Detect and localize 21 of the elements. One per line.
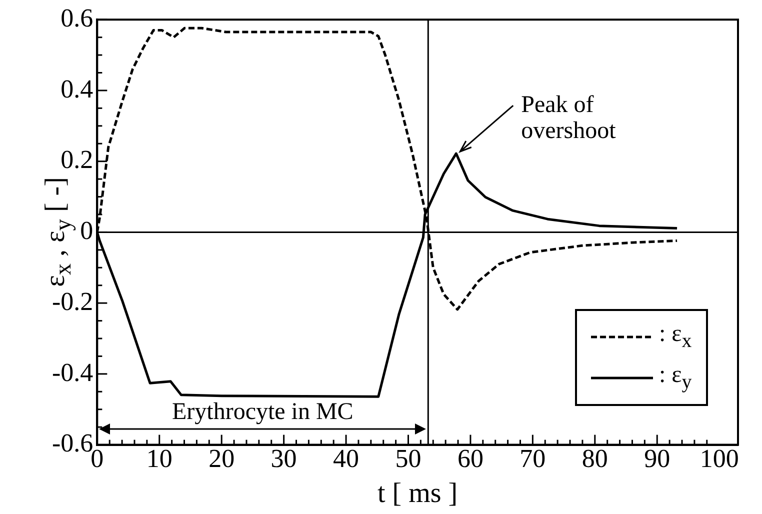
y-tick-label: 0.6 [60,3,94,32]
x-tick-label: 90 [644,444,670,474]
annotation: Erythrocyte in MC [172,398,354,425]
y-tick-label: 0.4 [60,74,94,104]
x-tick-label: 50 [395,444,422,474]
x-tick-label: 40 [333,444,360,474]
x-tick-label: 60 [457,444,484,474]
legend-label: : ε$_{y}$ [659,360,692,394]
y-tick-label: 0 [80,216,94,246]
x-tick-label: 30 [270,444,297,474]
annotation: Peak of overshoot [521,92,617,144]
y-tick-label: 0.2 [60,145,94,174]
x-tick-label: 20 [208,444,235,474]
x-axis-title: t [ ms ] [378,478,458,510]
x-tick-label: 10 [146,444,172,474]
y-tick-label: -0.2 [52,286,94,316]
y-tick-label: -0.4 [52,358,94,387]
x-tick-label: 100 [700,444,739,474]
x-tick-label: 70 [520,444,546,474]
legend-label: : ε$_{x}$ [659,320,692,354]
x-tick-label: 80 [582,444,608,474]
